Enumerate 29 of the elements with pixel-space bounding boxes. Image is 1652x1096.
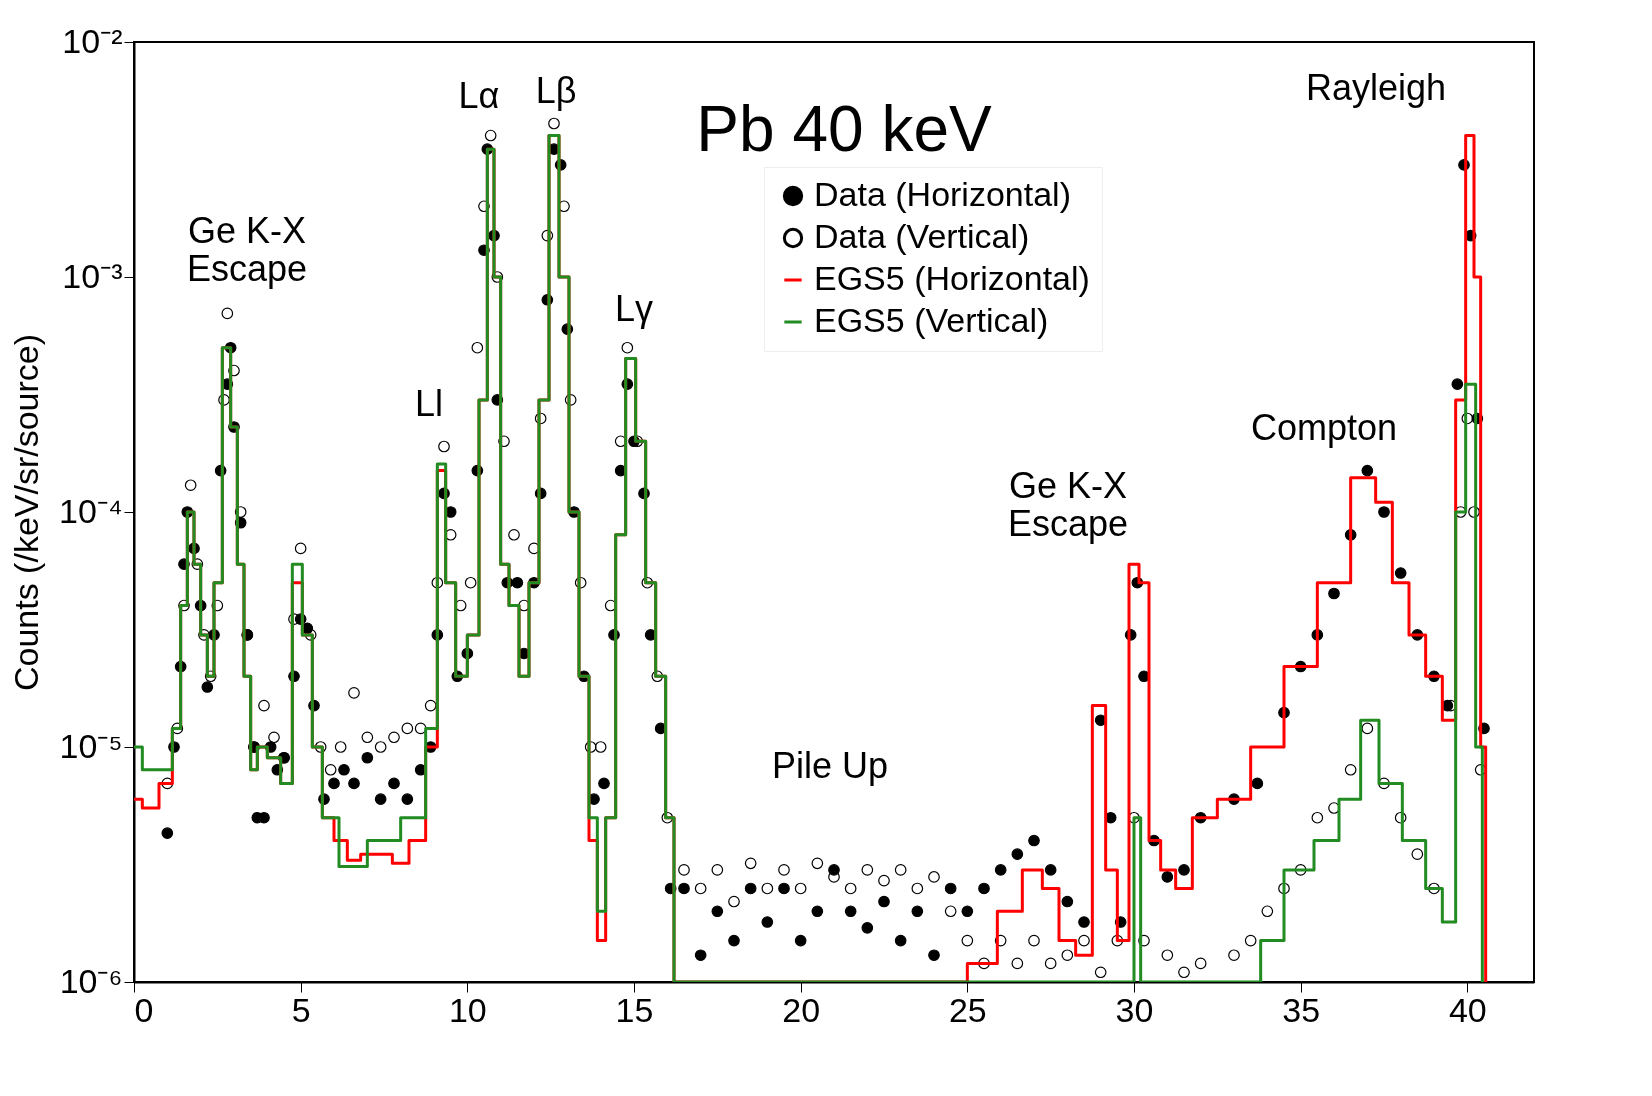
- text: Pb 40 keV: [696, 93, 992, 165]
- x-tick-label: 0: [134, 990, 154, 1029]
- x-tick-label: 30: [1115, 990, 1154, 1029]
- x-tick-label: 35: [1282, 990, 1321, 1029]
- x-tick-label: 5: [291, 990, 311, 1029]
- annotation: Pile Up: [771, 745, 889, 786]
- annotation: Rayleigh: [1305, 67, 1447, 108]
- y-tick-label: 10⁻³: [62, 256, 123, 295]
- legend-label: Data (Horizontal): [814, 175, 1071, 213]
- annotation: Lβ: [535, 70, 577, 111]
- legend-label: EGS5 (Horizontal): [814, 259, 1090, 297]
- x-tick-label: 20: [782, 990, 821, 1029]
- annotation: Ll: [414, 383, 444, 424]
- y-tick-label: 10⁻⁵: [59, 726, 123, 765]
- y-tick-label: 10⁻²: [62, 21, 123, 60]
- annotation: Compton: [1250, 407, 1398, 448]
- annotation: Ge K-X Escape: [1007, 465, 1129, 544]
- x-tick-label: 40: [1448, 990, 1487, 1029]
- y-tick-label: 10⁻⁶: [59, 961, 123, 1000]
- x-tick-label: 10: [448, 990, 487, 1029]
- y-tick-label: 10⁻⁴: [59, 491, 123, 530]
- y-axis-title: Counts (/keV/sr/source): [7, 333, 46, 692]
- annotation: Ge K-X Escape: [186, 210, 308, 289]
- annotation: Lγ: [614, 288, 654, 329]
- legend-label: EGS5 (Vertical): [814, 301, 1049, 339]
- legend-label: Data (Vertical): [814, 217, 1030, 255]
- x-tick-label: 25: [948, 990, 987, 1029]
- annotation: Lα: [458, 75, 500, 116]
- x-tick-label: 15: [615, 990, 654, 1029]
